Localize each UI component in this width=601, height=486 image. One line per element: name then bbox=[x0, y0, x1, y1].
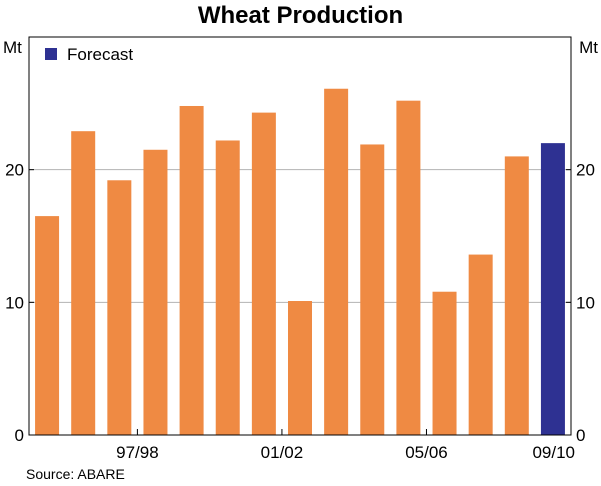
bar-12 bbox=[432, 291, 457, 435]
bar-8 bbox=[288, 301, 312, 435]
x-tick-label: 01/02 bbox=[261, 443, 304, 462]
source-note: Source: ABARE bbox=[26, 466, 125, 482]
bar-14 bbox=[504, 156, 529, 435]
bar-3 bbox=[107, 180, 132, 435]
y-axis-unit-right: Mt bbox=[579, 38, 598, 57]
y-tick-label-left: 20 bbox=[5, 161, 24, 180]
bar-9 bbox=[324, 88, 349, 436]
bar-11 bbox=[396, 100, 421, 436]
chart-title: Wheat Production bbox=[197, 2, 404, 29]
bar-10 bbox=[360, 144, 385, 435]
y-tick-label-left: 10 bbox=[5, 293, 24, 312]
bars bbox=[35, 88, 565, 436]
bar-1 bbox=[35, 216, 60, 435]
y-tick-label-right: 0 bbox=[576, 426, 585, 445]
bar-15 bbox=[540, 143, 565, 435]
bar-5 bbox=[179, 105, 204, 435]
plot-frame bbox=[28, 36, 572, 436]
legend: Forecast bbox=[45, 45, 133, 64]
y-axis-unit-left: Mt bbox=[3, 38, 22, 57]
bar-7 bbox=[251, 112, 276, 436]
x-tick-label: 05/06 bbox=[405, 443, 448, 462]
x-tick-label: 97/98 bbox=[116, 443, 159, 462]
bar-4 bbox=[143, 149, 168, 435]
x-tick-label: 09/10 bbox=[532, 443, 575, 462]
y-tick-label-right: 20 bbox=[576, 161, 595, 180]
ticks: 0 0 10 10 20 20 97/98 01/02 05/06 09/10 bbox=[5, 161, 595, 462]
y-tick-label-left: 0 bbox=[15, 426, 24, 445]
legend-swatch-forecast bbox=[45, 48, 57, 60]
bar-2 bbox=[71, 131, 96, 435]
bar-6 bbox=[215, 140, 240, 436]
legend-label-forecast: Forecast bbox=[67, 45, 133, 64]
bar-13 bbox=[468, 254, 493, 435]
y-tick-label-right: 10 bbox=[576, 293, 595, 312]
